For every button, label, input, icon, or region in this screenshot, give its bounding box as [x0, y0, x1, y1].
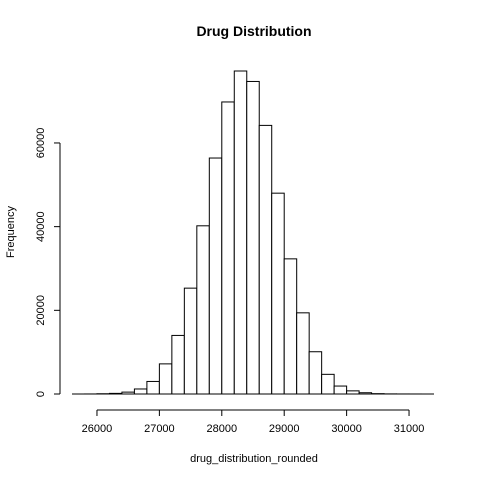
histogram-bar: [183, 287, 198, 395]
histogram-bar: [308, 351, 323, 395]
x-tick-label: 26000: [82, 423, 113, 435]
histogram-bar: [133, 388, 148, 395]
histogram-bar: [221, 101, 235, 395]
y-tick-label: 40000: [35, 211, 47, 242]
x-axis-label: drug_distribution_rounded: [190, 453, 318, 465]
histogram-bar: [196, 225, 210, 395]
y-tick-label: 0: [35, 391, 47, 397]
histogram-bar: [296, 312, 310, 395]
x-tick-label: 28000: [206, 423, 237, 435]
histogram-bar: [258, 124, 273, 395]
histogram-bar: [283, 258, 298, 395]
x-tick-label: 27000: [144, 423, 175, 435]
y-tick-label: 60000: [35, 128, 47, 159]
histogram-bar: [333, 385, 348, 395]
histogram-bar: [158, 363, 173, 395]
y-axis-label: Frequency: [5, 206, 17, 258]
histogram-bar: [233, 70, 248, 395]
histogram-bar: [321, 373, 335, 395]
histogram-bar: [246, 80, 260, 395]
histogram-bar: [271, 192, 285, 395]
x-tick-label: 29000: [269, 423, 300, 435]
x-tick-label: 31000: [394, 423, 425, 435]
x-tick-label: 30000: [331, 423, 362, 435]
y-tick-label: 20000: [35, 295, 47, 326]
bars-group: [72, 70, 434, 395]
chart-title: Drug Distribution: [196, 23, 311, 39]
histogram-bar: [208, 157, 223, 395]
histogram-bar: [146, 380, 160, 395]
histogram-bar: [171, 334, 185, 395]
y-axis: 0 20000 40000 60000: [35, 128, 61, 397]
x-axis: 26000 27000 28000 29000 30000 31000: [82, 409, 425, 435]
